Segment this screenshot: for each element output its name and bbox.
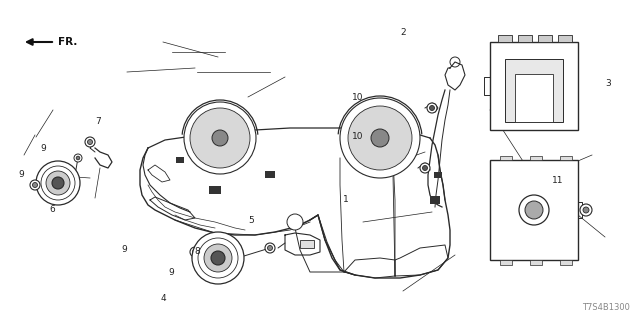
Circle shape bbox=[204, 244, 232, 272]
Text: 8: 8 bbox=[195, 247, 200, 256]
Circle shape bbox=[265, 243, 275, 253]
Bar bbox=[434, 172, 442, 178]
Circle shape bbox=[192, 232, 244, 284]
Bar bbox=[518, 35, 532, 42]
Bar bbox=[558, 35, 572, 42]
Bar bbox=[490, 160, 578, 260]
Circle shape bbox=[580, 204, 592, 216]
Bar bbox=[176, 157, 184, 163]
Text: 5: 5 bbox=[248, 216, 254, 225]
Circle shape bbox=[36, 161, 80, 205]
Text: 10: 10 bbox=[352, 93, 364, 102]
Circle shape bbox=[46, 171, 70, 195]
Circle shape bbox=[198, 238, 238, 278]
Bar bbox=[515, 74, 553, 122]
Circle shape bbox=[519, 195, 549, 225]
Circle shape bbox=[190, 247, 200, 257]
Text: 7: 7 bbox=[95, 117, 100, 126]
Circle shape bbox=[287, 214, 303, 230]
Circle shape bbox=[450, 57, 460, 67]
Circle shape bbox=[211, 251, 225, 265]
Circle shape bbox=[88, 140, 93, 145]
Circle shape bbox=[30, 180, 40, 190]
Bar bbox=[530, 156, 542, 160]
Text: 4: 4 bbox=[161, 294, 166, 303]
Bar bbox=[530, 260, 542, 265]
Circle shape bbox=[348, 106, 412, 170]
Text: 9: 9 bbox=[40, 144, 46, 153]
Circle shape bbox=[52, 177, 64, 189]
Circle shape bbox=[525, 201, 543, 219]
Circle shape bbox=[41, 166, 75, 200]
Circle shape bbox=[427, 103, 437, 113]
Text: 9: 9 bbox=[18, 170, 24, 179]
Bar bbox=[500, 260, 512, 265]
Bar bbox=[300, 240, 314, 248]
Bar bbox=[490, 42, 578, 130]
Bar bbox=[538, 35, 552, 42]
Circle shape bbox=[85, 137, 95, 147]
Text: 6: 6 bbox=[50, 205, 55, 214]
Bar bbox=[430, 196, 440, 204]
Circle shape bbox=[33, 182, 38, 188]
Bar bbox=[209, 186, 221, 194]
Text: T7S4B1300: T7S4B1300 bbox=[582, 303, 630, 312]
Circle shape bbox=[340, 98, 420, 178]
Text: 2: 2 bbox=[401, 28, 406, 36]
Text: 9: 9 bbox=[121, 245, 127, 254]
Circle shape bbox=[221, 264, 229, 272]
Circle shape bbox=[76, 156, 80, 160]
Bar bbox=[560, 260, 572, 265]
Circle shape bbox=[583, 207, 589, 213]
Circle shape bbox=[223, 266, 227, 270]
Text: 10: 10 bbox=[352, 132, 364, 140]
Circle shape bbox=[190, 108, 250, 168]
Circle shape bbox=[268, 245, 273, 251]
Circle shape bbox=[422, 165, 428, 171]
Circle shape bbox=[212, 130, 228, 146]
Text: 11: 11 bbox=[552, 176, 563, 185]
Circle shape bbox=[420, 163, 430, 173]
Bar bbox=[265, 171, 275, 178]
Circle shape bbox=[193, 250, 198, 254]
Text: 9: 9 bbox=[169, 268, 174, 277]
Circle shape bbox=[371, 129, 389, 147]
Text: 3: 3 bbox=[605, 79, 611, 88]
Bar bbox=[505, 59, 563, 122]
Bar bbox=[498, 35, 512, 42]
Bar bbox=[560, 156, 572, 160]
Text: FR.: FR. bbox=[58, 37, 77, 47]
Circle shape bbox=[184, 102, 256, 174]
Bar bbox=[500, 156, 512, 160]
Text: 1: 1 bbox=[343, 196, 349, 204]
Circle shape bbox=[429, 106, 435, 110]
Circle shape bbox=[74, 154, 82, 162]
